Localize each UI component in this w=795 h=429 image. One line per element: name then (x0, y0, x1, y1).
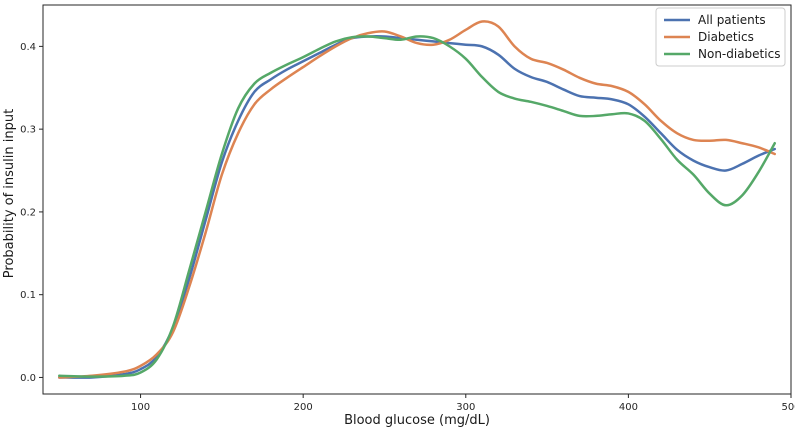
y-tick-label: 0.2 (20, 207, 36, 218)
series-line-all-patients (58, 34, 776, 379)
axes-border (42, 4, 792, 395)
legend-label-diabetics: Diabetics (698, 30, 754, 44)
x-tick-label: 500 (781, 402, 795, 413)
plot-area (42, 4, 792, 395)
legend-label-non-diabetics: Non-diabetics (698, 47, 780, 61)
y-tick-label: 0.1 (20, 290, 36, 301)
x-axis-label: Blood glucose (mg/dL) (344, 413, 490, 428)
x-tick-label: 200 (294, 402, 313, 413)
legend-label-all-patients: All patients (698, 13, 766, 27)
axis-ticks: 100 200 300 400 500 0.0 0.1 0.2 0.3 0.4 (20, 42, 795, 413)
legend-box (655, 7, 786, 67)
y-tick-label: 0.0 (20, 373, 36, 384)
y-axis-label: Probability of insulin input (2, 109, 17, 278)
x-tick-label: 100 (131, 402, 150, 413)
legend: All patients Diabetics Non-diabetics (655, 7, 786, 67)
x-tick-label: 400 (619, 402, 638, 413)
series-lines (58, 20, 776, 379)
y-tick-label: 0.4 (20, 42, 36, 53)
series-line-non-diabetics (58, 35, 776, 378)
series-line-diabetics (58, 20, 776, 379)
y-tick-label: 0.3 (20, 125, 36, 136)
x-tick-label: 300 (456, 402, 475, 413)
